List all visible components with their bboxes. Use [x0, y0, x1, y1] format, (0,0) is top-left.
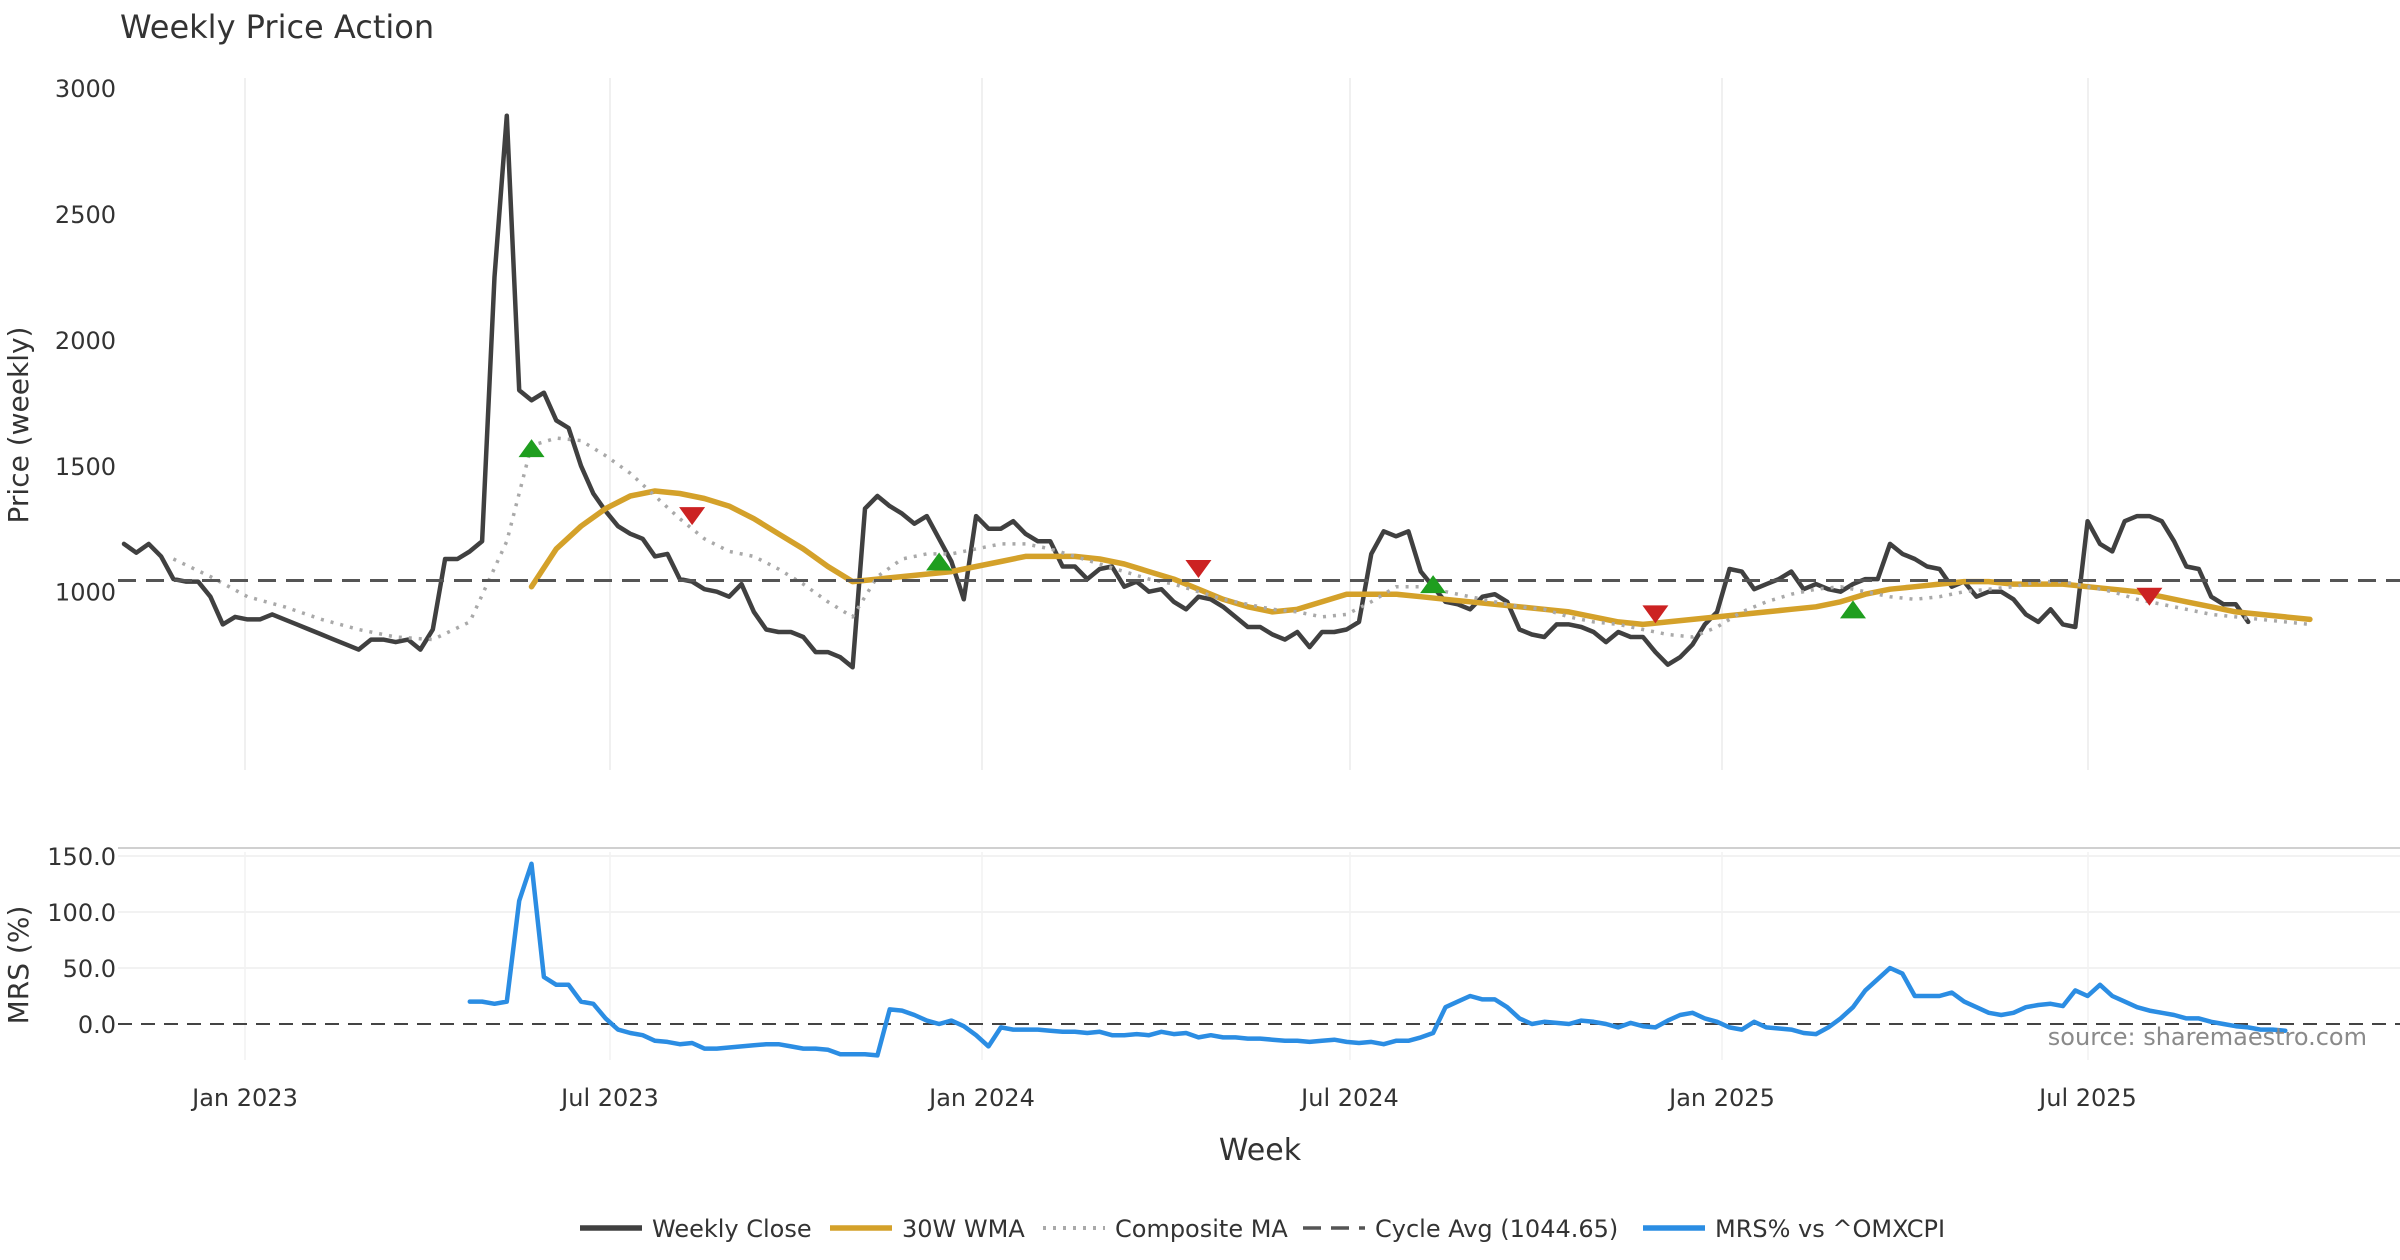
x-ticks: Jan 2023 Jul 2023 Jan 2024 Jul 2024 Jan 2025…	[190, 1084, 2137, 1112]
price-y-tick-label: 3000	[55, 75, 116, 103]
mrs-y-tick-label: 150.0	[47, 843, 116, 871]
series-weekly-close	[121, 113, 2251, 670]
mrs-y-axis-label: MRS (%)	[2, 906, 35, 1025]
sell-signal-marker	[679, 507, 706, 526]
x-tick-label: Jul 2023	[559, 1084, 659, 1112]
legend: Weekly Close 30W WMA Composite MA Cycle Avg…	[580, 1215, 1945, 1243]
buy-signal-marker	[518, 439, 545, 458]
mrs-y-ticks: 150.0 100.0 50.0 0.0	[47, 843, 116, 1039]
mrs-panel: 150.0 100.0 50.0 0.0 MRS (%) source: sharem…	[2, 843, 2400, 1060]
x-tick-label: Jul 2024	[1299, 1084, 1399, 1112]
legend-label: MRS% vs ^OMXCPI	[1715, 1215, 1945, 1243]
x-tick-label: Jan 2023	[190, 1084, 298, 1112]
chart-title: Weekly Price Action	[120, 8, 434, 46]
mrs-y-tick-label: 100.0	[47, 899, 116, 927]
buy-signal-marker	[926, 552, 953, 571]
x-tick-label: Jan 2025	[1667, 1084, 1775, 1112]
sell-signal-marker	[1642, 605, 1669, 624]
price-y-tick-label: 2000	[55, 327, 116, 355]
mrs-series	[467, 861, 2288, 1058]
mrs-y-tick-label: 50.0	[63, 955, 116, 983]
mrs-y-tick-label: 0.0	[78, 1011, 116, 1039]
series-mrs-vs-omxcpi	[467, 861, 2288, 1058]
buy-signal-marker	[1840, 600, 1866, 619]
sell-signal-marker	[1185, 560, 1212, 579]
price-y-tick-label: 1500	[55, 453, 116, 481]
series-30w-wma	[528, 488, 2313, 628]
sell-signal-marker	[2136, 587, 2163, 606]
source-note: source: sharemaestro.com	[2048, 1023, 2367, 1051]
price-y-tick-label: 2500	[55, 201, 116, 229]
buy-signal-marker	[1420, 575, 1447, 594]
price-panel: 1000 1500 2000 2500 3000 Price (weekly)	[2, 75, 2400, 770]
price-y-axis-label: Price (weekly)	[2, 327, 35, 524]
price-series	[118, 113, 2400, 670]
legend-label: Weekly Close	[652, 1215, 812, 1243]
legend-label: Cycle Avg (1044.65)	[1375, 1215, 1618, 1243]
series-composite-ma	[172, 436, 2311, 642]
x-tick-label: Jul 2025	[2037, 1084, 2137, 1112]
legend-label: Composite MA	[1115, 1215, 1288, 1243]
x-axis-label: Week	[1219, 1133, 1302, 1168]
price-grid	[244, 78, 2089, 770]
x-tick-label: Jan 2024	[927, 1084, 1035, 1112]
price-y-ticks: 1000 1500 2000 2500 3000	[55, 75, 116, 607]
price-y-tick-label: 1000	[55, 579, 116, 607]
signal-markers	[518, 439, 2163, 624]
mrs-grid	[118, 852, 2400, 1060]
legend-label: 30W WMA	[902, 1215, 1025, 1243]
